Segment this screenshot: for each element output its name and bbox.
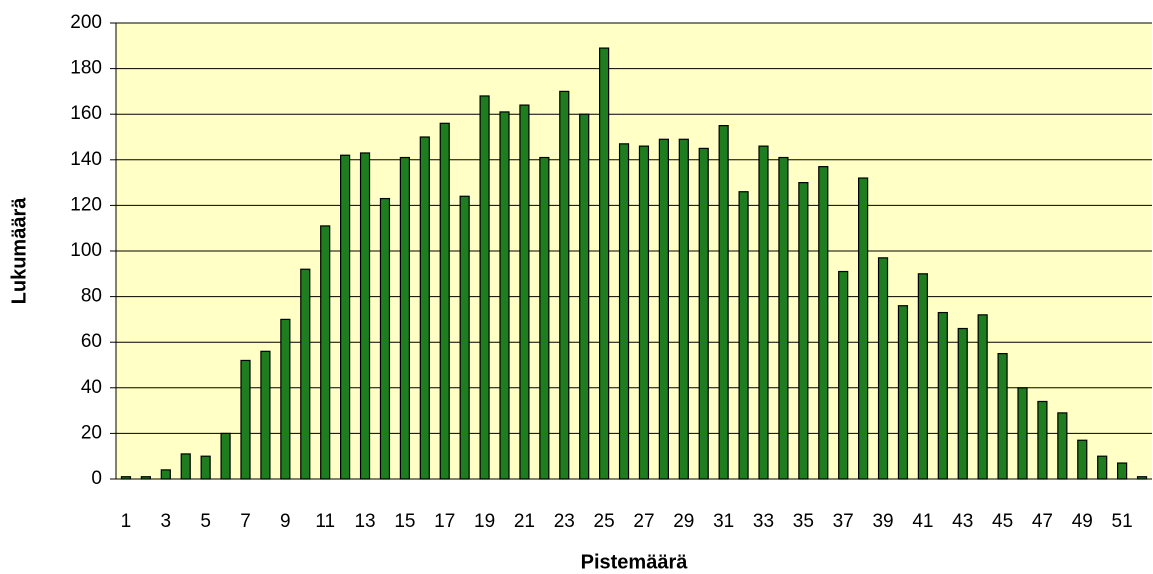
- bar: [798, 182, 809, 480]
- y-tick-label: 0: [91, 468, 102, 489]
- x-tick-label: 25: [594, 511, 615, 532]
- bar: [838, 270, 849, 480]
- x-tick-label: 35: [793, 511, 814, 532]
- y-axis-title: Lukumäärä: [8, 197, 30, 305]
- bar: [1017, 387, 1028, 480]
- x-tick-label: 19: [474, 511, 495, 532]
- x-tick-label: 47: [1032, 511, 1053, 532]
- y-tick-label: 140: [70, 149, 102, 170]
- bar: [738, 191, 749, 480]
- bar: [459, 195, 470, 480]
- x-tick-label: 37: [833, 511, 854, 532]
- y-tick-label: 180: [70, 58, 102, 79]
- x-tick-label: 23: [554, 511, 575, 532]
- bar: [917, 273, 928, 480]
- x-tick-label: 51: [1112, 511, 1133, 532]
- bar: [1037, 400, 1048, 480]
- x-tick-label: 1: [121, 511, 132, 532]
- bar: [937, 311, 948, 480]
- bar: [818, 166, 829, 480]
- bar: [858, 177, 869, 480]
- bar: [499, 111, 510, 480]
- x-tick-label: 45: [992, 511, 1013, 532]
- bar: [300, 268, 311, 480]
- bar: [997, 353, 1008, 480]
- x-tick-label: 15: [394, 511, 415, 532]
- bar: [638, 145, 650, 480]
- x-tick-label: 9: [280, 511, 291, 532]
- bar: [618, 143, 630, 480]
- bar: [439, 122, 450, 480]
- bar: [678, 138, 689, 480]
- bar: [559, 90, 570, 480]
- bar: [977, 314, 988, 480]
- bar: [340, 154, 351, 480]
- bar: [519, 104, 530, 480]
- x-tick-label: 17: [434, 511, 455, 532]
- bar: [220, 432, 231, 480]
- x-axis-title: Pistemäärä: [581, 551, 689, 573]
- bar: [1057, 412, 1068, 480]
- bar: [758, 145, 769, 480]
- x-tick-label: 29: [673, 511, 694, 532]
- bar: [539, 156, 550, 480]
- bar: [957, 327, 968, 480]
- bar: [579, 113, 590, 480]
- bar: [200, 455, 211, 480]
- x-tick-label: 49: [1072, 511, 1093, 532]
- x-tick-label: 39: [872, 511, 893, 532]
- bar: [479, 95, 490, 480]
- bar: [778, 156, 789, 480]
- bar: [658, 138, 669, 480]
- bar: [399, 156, 410, 480]
- x-tick-label: 41: [912, 511, 933, 532]
- y-tick-label: 20: [81, 422, 102, 443]
- y-tick-label: 120: [70, 194, 102, 215]
- x-tick-label: 5: [200, 511, 211, 532]
- y-tick-label: 160: [70, 103, 102, 124]
- bar: [718, 124, 729, 480]
- bar: [698, 147, 709, 480]
- y-tick-label: 200: [70, 12, 102, 33]
- y-tick-label: 100: [70, 240, 102, 261]
- bar: [877, 257, 889, 480]
- bar: [1097, 455, 1108, 480]
- bar: [320, 225, 331, 480]
- y-tick-label: 40: [81, 377, 102, 398]
- x-tick-label: 43: [952, 511, 973, 532]
- bar: [240, 359, 251, 480]
- x-tick-label: 13: [354, 511, 375, 532]
- bar: [260, 350, 271, 480]
- bar: [180, 453, 191, 480]
- x-tick-label: 7: [240, 511, 251, 532]
- bar: [1117, 462, 1128, 480]
- x-tick-label: 33: [753, 511, 774, 532]
- bar: [897, 305, 909, 480]
- bar: [280, 318, 291, 480]
- bar: [359, 152, 371, 480]
- bar: [379, 197, 391, 480]
- x-tick-label: 21: [514, 511, 535, 532]
- bar: [1077, 439, 1088, 480]
- x-tick-label: 11: [315, 511, 335, 532]
- x-tick-label: 3: [161, 511, 172, 532]
- bar: [419, 136, 430, 480]
- y-tick-label: 80: [81, 286, 102, 307]
- bar: [160, 469, 171, 480]
- x-tick-label: 31: [713, 511, 734, 532]
- x-tick-label: 27: [633, 511, 654, 532]
- y-tick-label: 60: [81, 331, 102, 352]
- bar: [599, 47, 610, 480]
